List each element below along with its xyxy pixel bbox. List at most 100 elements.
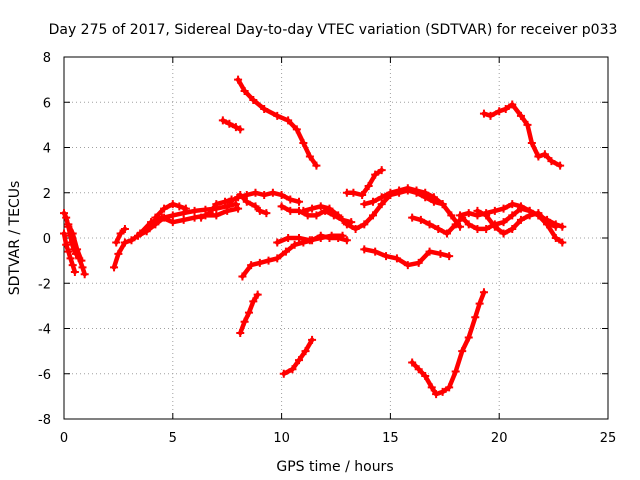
data-point <box>342 236 351 245</box>
data-point <box>377 200 386 209</box>
series-arc-6 <box>136 204 243 238</box>
series-arc-15 <box>342 166 386 200</box>
data-point <box>277 202 286 211</box>
series-line <box>475 208 559 236</box>
data-point <box>395 186 404 195</box>
data-point <box>482 211 491 220</box>
data-point <box>147 218 156 227</box>
data-point <box>482 224 491 233</box>
data-point <box>114 249 123 258</box>
data-point <box>240 317 249 326</box>
data-point <box>316 202 325 211</box>
data-point <box>490 206 499 215</box>
data-point <box>499 218 508 227</box>
data-point <box>421 372 430 381</box>
data-point <box>368 211 377 220</box>
data-point <box>451 367 460 376</box>
data-point <box>286 195 295 204</box>
x-tick-label: 20 <box>491 431 508 446</box>
series-arc-4 <box>110 200 240 272</box>
data-point <box>338 231 347 240</box>
y-tick-label: 6 <box>43 96 51 111</box>
data-point <box>70 267 79 276</box>
data-point <box>260 105 269 114</box>
x-tick-label: 15 <box>382 431 399 446</box>
data-point <box>438 200 447 209</box>
data-point <box>279 369 288 378</box>
data-point <box>286 206 295 215</box>
data-point <box>508 211 517 220</box>
data-point <box>434 224 443 233</box>
series-arc-12 <box>234 75 321 170</box>
data-point <box>249 297 258 306</box>
data-point <box>551 222 560 231</box>
data-point <box>408 213 417 222</box>
y-tick-label: 2 <box>43 187 51 202</box>
x-axis-label: GPS time / hours <box>276 459 393 475</box>
data-point <box>408 358 417 367</box>
series-arc-11 <box>218 116 245 134</box>
data-point <box>473 224 482 233</box>
data-point <box>62 213 71 222</box>
data-point <box>240 86 249 95</box>
data-point <box>349 188 358 197</box>
data-point <box>508 100 517 109</box>
data-point <box>525 211 534 220</box>
data-point <box>120 224 129 233</box>
data-point <box>464 220 473 229</box>
data-point <box>73 245 82 254</box>
data-point <box>516 215 525 224</box>
y-tick-label: 4 <box>43 142 51 157</box>
data-point <box>292 125 301 134</box>
series-line <box>137 206 241 236</box>
data-point <box>547 157 556 166</box>
data-point <box>179 215 188 224</box>
data-point <box>334 211 343 220</box>
data-point <box>242 197 251 206</box>
data-point <box>64 220 73 229</box>
data-point <box>451 220 460 229</box>
data-point <box>499 229 508 238</box>
data-point <box>386 188 395 197</box>
data-point <box>305 152 314 161</box>
series-line <box>481 102 563 168</box>
data-point <box>77 256 86 265</box>
data-point <box>273 254 282 263</box>
data-point <box>181 204 190 213</box>
data-point <box>473 206 482 215</box>
data-point <box>78 263 87 272</box>
data-point <box>234 75 243 84</box>
data-point <box>236 329 245 338</box>
data-point <box>295 197 304 206</box>
data-point <box>358 191 367 200</box>
data-point <box>364 181 373 190</box>
data-point <box>299 206 308 215</box>
data-point <box>299 138 308 147</box>
data-point <box>168 211 177 220</box>
y-tick-label: -6 <box>38 368 51 383</box>
data-point <box>260 191 269 200</box>
data-point <box>425 220 434 229</box>
data-point <box>421 188 430 197</box>
x-tick-label: 25 <box>600 431 617 446</box>
data-point <box>231 200 240 209</box>
series-arc-2 <box>60 229 79 276</box>
data-point <box>327 231 336 240</box>
data-point <box>325 204 334 213</box>
data-point <box>231 123 240 132</box>
data-point <box>295 356 304 365</box>
data-point <box>312 161 321 170</box>
data-point <box>412 186 421 195</box>
data-point <box>371 247 380 256</box>
data-point <box>456 211 465 220</box>
data-point <box>360 245 369 254</box>
series-arc-22 <box>473 206 560 238</box>
data-point <box>295 234 304 242</box>
series-line <box>409 290 487 397</box>
y-tick-label: 8 <box>43 51 51 66</box>
series-line <box>281 337 315 377</box>
data-point <box>458 347 467 356</box>
data-point <box>68 229 77 238</box>
data-point <box>516 111 525 120</box>
